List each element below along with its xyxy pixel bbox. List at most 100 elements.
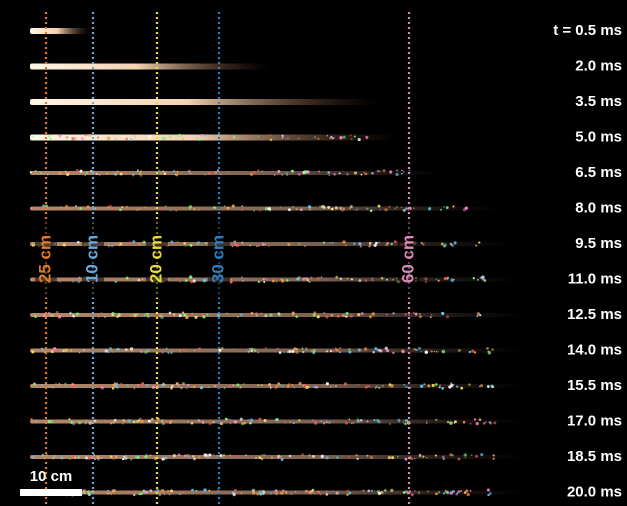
speckle [236,245,237,246]
speckle [306,349,308,351]
speckle [357,313,360,316]
speckle [288,208,291,211]
speckle [435,383,438,386]
speckle [113,458,115,460]
speckle [169,494,171,496]
speckle [74,137,77,140]
speckle [426,420,427,421]
speckle [327,171,330,174]
speckle [321,276,322,277]
speckle [277,348,279,350]
speckle [325,315,328,318]
speckle [435,492,438,495]
speckle [328,421,330,423]
speckle [331,314,333,316]
speckle [127,490,129,492]
speckle [317,315,320,318]
speckle [146,313,149,316]
speckle [304,245,306,247]
speckle [307,385,310,388]
speckle [233,136,235,138]
speckle [62,350,64,352]
streak [30,28,90,34]
speckle [198,347,200,349]
speckle [340,278,342,280]
speckle [386,279,388,281]
speckle [65,136,67,138]
speckle [63,243,66,246]
speckle [234,489,237,492]
speckle [277,170,280,173]
speckle [85,175,86,176]
speckle [323,312,325,314]
speckle [94,458,96,460]
speckle [306,278,309,281]
speckle [366,455,368,457]
speckle [125,454,126,455]
speckle [164,171,167,174]
speckle [79,136,80,137]
speckle [401,207,402,208]
speckle [454,420,457,423]
speckle [214,385,216,387]
speckle [130,138,133,141]
speckle [308,454,310,456]
speckle [111,312,114,315]
speckle [371,279,373,281]
time-label: 3.5 ms [575,93,622,110]
speckle [114,136,116,138]
speckle [438,491,440,493]
speckle [327,135,328,136]
speckle [216,455,218,457]
speckle [30,418,32,420]
speckle [302,351,304,353]
speckle [335,385,337,387]
speckle [385,347,388,350]
speckle [133,421,135,423]
speckle [365,279,368,282]
speckle [34,315,37,318]
speckle [389,423,391,425]
speckle [109,347,112,350]
speckle [146,384,148,386]
speckle [250,173,253,176]
speckle [479,385,481,387]
speckle [463,208,466,211]
speckle [489,492,492,495]
speckle [372,312,375,315]
speckle [403,420,405,422]
speckle [165,457,168,460]
speckle [385,243,388,246]
speckle [196,490,198,492]
time-label: 14.0 ms [567,341,622,358]
speckle [308,205,311,208]
speckle [458,490,461,493]
speckle [339,351,341,353]
speckle [377,420,380,423]
speckle [405,386,406,387]
speckle [479,314,481,316]
speckle [33,382,36,385]
speckle [191,489,194,492]
speckle [478,242,480,244]
speckle [460,387,463,390]
speckle [116,316,118,318]
speckle [173,170,175,172]
speckle [480,453,483,456]
speckle [323,422,325,424]
speckle [144,207,146,209]
speckle [50,314,52,316]
speckle [237,316,239,318]
speckle [395,173,398,176]
speckle [137,209,139,211]
speckle [120,173,123,176]
marker-label: 25 cm [35,235,54,283]
speckle [380,209,381,210]
speckle [432,384,435,387]
speckle [295,315,297,317]
speckle [83,490,86,493]
speckle [336,492,339,495]
speckle [291,493,292,494]
speckle [390,489,393,492]
speckle [336,456,338,458]
